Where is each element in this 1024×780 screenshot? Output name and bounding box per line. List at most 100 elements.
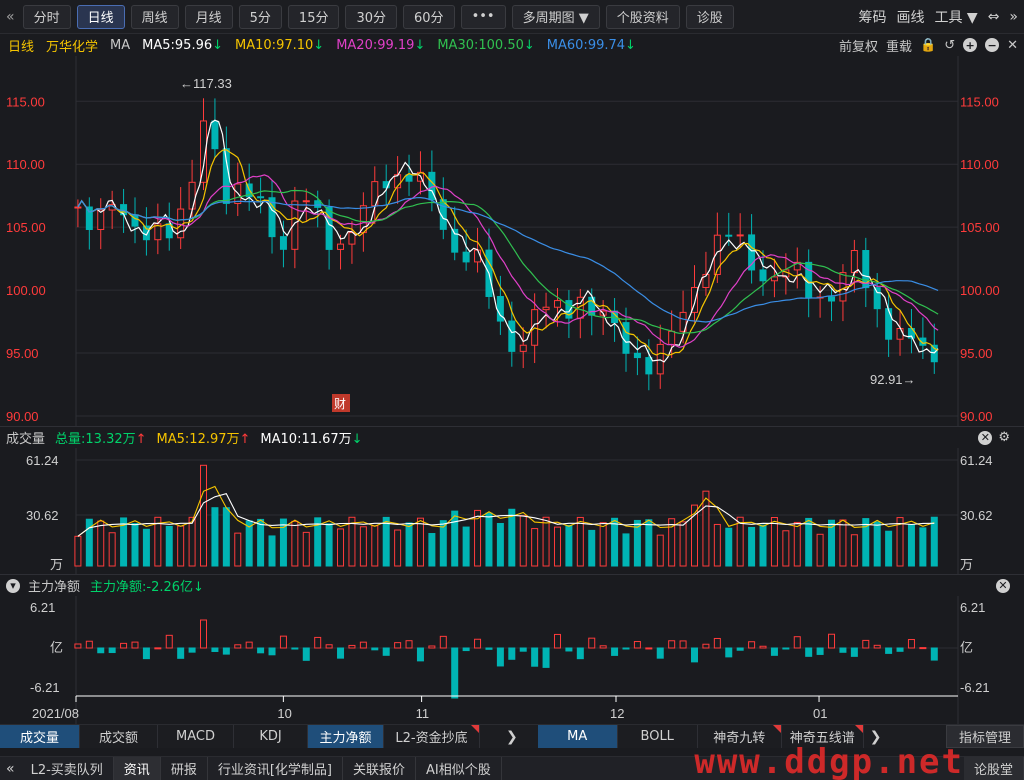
bottom-tabs-0[interactable]: L2-买卖队列 (21, 756, 114, 780)
period-button-6[interactable]: 30分 (345, 4, 398, 29)
volume-bar (736, 516, 744, 567)
undo-icon[interactable]: ↺ (944, 37, 956, 53)
price-tick-right: 95.00 (960, 346, 993, 361)
double-chevron-left-icon[interactable]: « (6, 760, 15, 777)
net-title[interactable]: 主力净额 (28, 580, 81, 595)
zoom-out-icon[interactable]: − (985, 38, 1000, 52)
volume-bar (850, 534, 858, 567)
forum-button[interactable]: 论股堂 (963, 756, 1024, 780)
toolbar-right-item-4[interactable]: » (1009, 8, 1018, 25)
ma10-value: MA10:97.10↓ (235, 37, 325, 53)
volume-bar (496, 523, 504, 567)
candle-body (337, 243, 345, 250)
period-button-5[interactable]: 15分 (287, 4, 340, 29)
chevron-right-icon[interactable]: ❯ (869, 728, 882, 745)
period-buttons: 分时 日线 周线 月线 5分 15分 30分 60分 ••• 多周期图 ▼ 个股资料 诊股 (22, 4, 740, 29)
period-button-10[interactable]: 个股资料 (605, 4, 680, 29)
volume-chart[interactable]: 61.24 61.24 30.62 30.62 万 万 (0, 448, 1024, 574)
net-bar (770, 647, 778, 656)
bottom-tabs-1[interactable]: 资讯 (113, 756, 161, 780)
volume-bar (679, 521, 687, 567)
net-bar (565, 647, 573, 652)
net-bar (713, 637, 721, 649)
period-button-3[interactable]: 月线 (184, 4, 233, 29)
volume-bar (576, 516, 584, 567)
double-chevron-left-icon[interactable]: « (6, 8, 15, 25)
lock-icon[interactable]: 🔒 (920, 37, 937, 53)
forward-adjust-button[interactable]: 前复权 (838, 39, 878, 55)
close-icon[interactable]: ✕ (1007, 37, 1018, 53)
period-button-11[interactable]: 诊股 (685, 4, 734, 29)
ma30-line (77, 189, 939, 334)
volume-bar (108, 532, 116, 567)
toolbar-right-item-2[interactable]: 工具 ▼ (934, 9, 978, 26)
tabs-indicators-2[interactable]: MACD (158, 725, 234, 748)
bottom-tabs-3[interactable]: 行业资讯[化学制品] (208, 756, 343, 780)
volume-bar (405, 522, 413, 567)
stock-name[interactable]: 万华化学 (46, 39, 99, 55)
net-bar (474, 638, 482, 649)
candle-body (188, 181, 196, 210)
tabs-indicators-3[interactable]: KDJ (234, 725, 308, 748)
vol-tick-left: 61.24 (26, 453, 59, 468)
volume-bar (713, 523, 721, 567)
candle-body (314, 200, 322, 208)
close-panel-icon[interactable]: ✕ (978, 430, 993, 445)
indicator-management-button[interactable]: 指标管理 (945, 725, 1024, 748)
net-bar (645, 647, 653, 650)
volume-bar (622, 533, 630, 567)
tabs-indicators-4[interactable]: 主力净额 (308, 725, 384, 748)
volume-bar (656, 534, 664, 567)
tabs-indicators-0[interactable]: 成交量 (0, 725, 80, 748)
volume-ma10: MA10:11.67万↓ (260, 432, 363, 447)
volume-bar (599, 522, 607, 567)
volume-bar (154, 516, 162, 567)
candle-body (451, 228, 459, 253)
net-bar (873, 644, 881, 649)
tabs-indicators-1[interactable]: 成交额 (80, 725, 158, 748)
bottom-tabs-4[interactable]: 关联报价 (343, 756, 416, 780)
chevron-down-icon[interactable]: ▾ (6, 578, 20, 593)
net-bar (519, 647, 527, 652)
tabs-indicators2-3[interactable]: 神奇五线谱 (782, 725, 864, 748)
volume-title[interactable]: 成交量 (6, 432, 46, 447)
net-inflow-chart[interactable]: 6.21 6.21 亿 亿 -6.21 -6.21 2021/08 10 11 12 01 (0, 596, 1024, 724)
tabs-indicators2-1[interactable]: BOLL (618, 725, 698, 748)
volume-bar (120, 517, 128, 567)
gear-icon[interactable]: ⚙ (998, 430, 1010, 445)
candle-body (702, 273, 710, 288)
period-button-2[interactable]: 周线 (130, 4, 179, 29)
candle-body (679, 311, 687, 332)
watermark: www.ddgp.net (694, 742, 964, 780)
high-price-label: ←117.33 (180, 76, 232, 91)
volume-bar (371, 525, 379, 567)
toolbar-right-item-0[interactable]: 筹码 (858, 9, 887, 26)
ma-label[interactable]: MA (110, 37, 131, 53)
net-bar (177, 647, 185, 659)
tabs-indicators2-0[interactable]: MA (537, 725, 618, 748)
volume-bar (885, 530, 893, 567)
volume-bar (337, 528, 345, 567)
period-button-1[interactable]: 日线 (76, 4, 125, 29)
candle-body (279, 236, 287, 250)
chevron-right-icon[interactable]: ❯ (506, 728, 518, 745)
toolbar-right-item-3[interactable]: ⇔ (987, 8, 1000, 25)
net-panel-header: ▾ 主力净额 主力净额:-2.26亿↓ ✕ (0, 574, 1024, 596)
period-button-8[interactable]: ••• (460, 4, 506, 29)
toolbar-right-item-1[interactable]: 画线 (896, 9, 925, 26)
net-bar (793, 636, 801, 649)
net-bar (599, 645, 607, 649)
period-button-9[interactable]: 多周期图 ▼ (511, 4, 600, 29)
bottom-tabs-2[interactable]: 研报 (161, 756, 208, 780)
candlestick-chart[interactable]: 115.00 115.00 110.00 110.00 105.00 105.00 100.… (0, 56, 1024, 426)
bottom-tabs-5[interactable]: AI相似个股 (416, 756, 502, 780)
period-button-0[interactable]: 分时 (22, 4, 71, 29)
close-panel-icon[interactable]: ✕ (996, 578, 1010, 593)
reload-button[interactable]: 重载 (885, 39, 912, 55)
tabs-indicators-5[interactable]: L2-资金抄底 (384, 725, 480, 748)
zoom-in-icon[interactable]: + (963, 38, 978, 52)
tabs-indicators2-2[interactable]: 神奇九转 (698, 725, 782, 748)
period-button-4[interactable]: 5分 (238, 4, 282, 29)
candle-body (302, 200, 310, 203)
period-button-7[interactable]: 60分 (403, 4, 455, 29)
